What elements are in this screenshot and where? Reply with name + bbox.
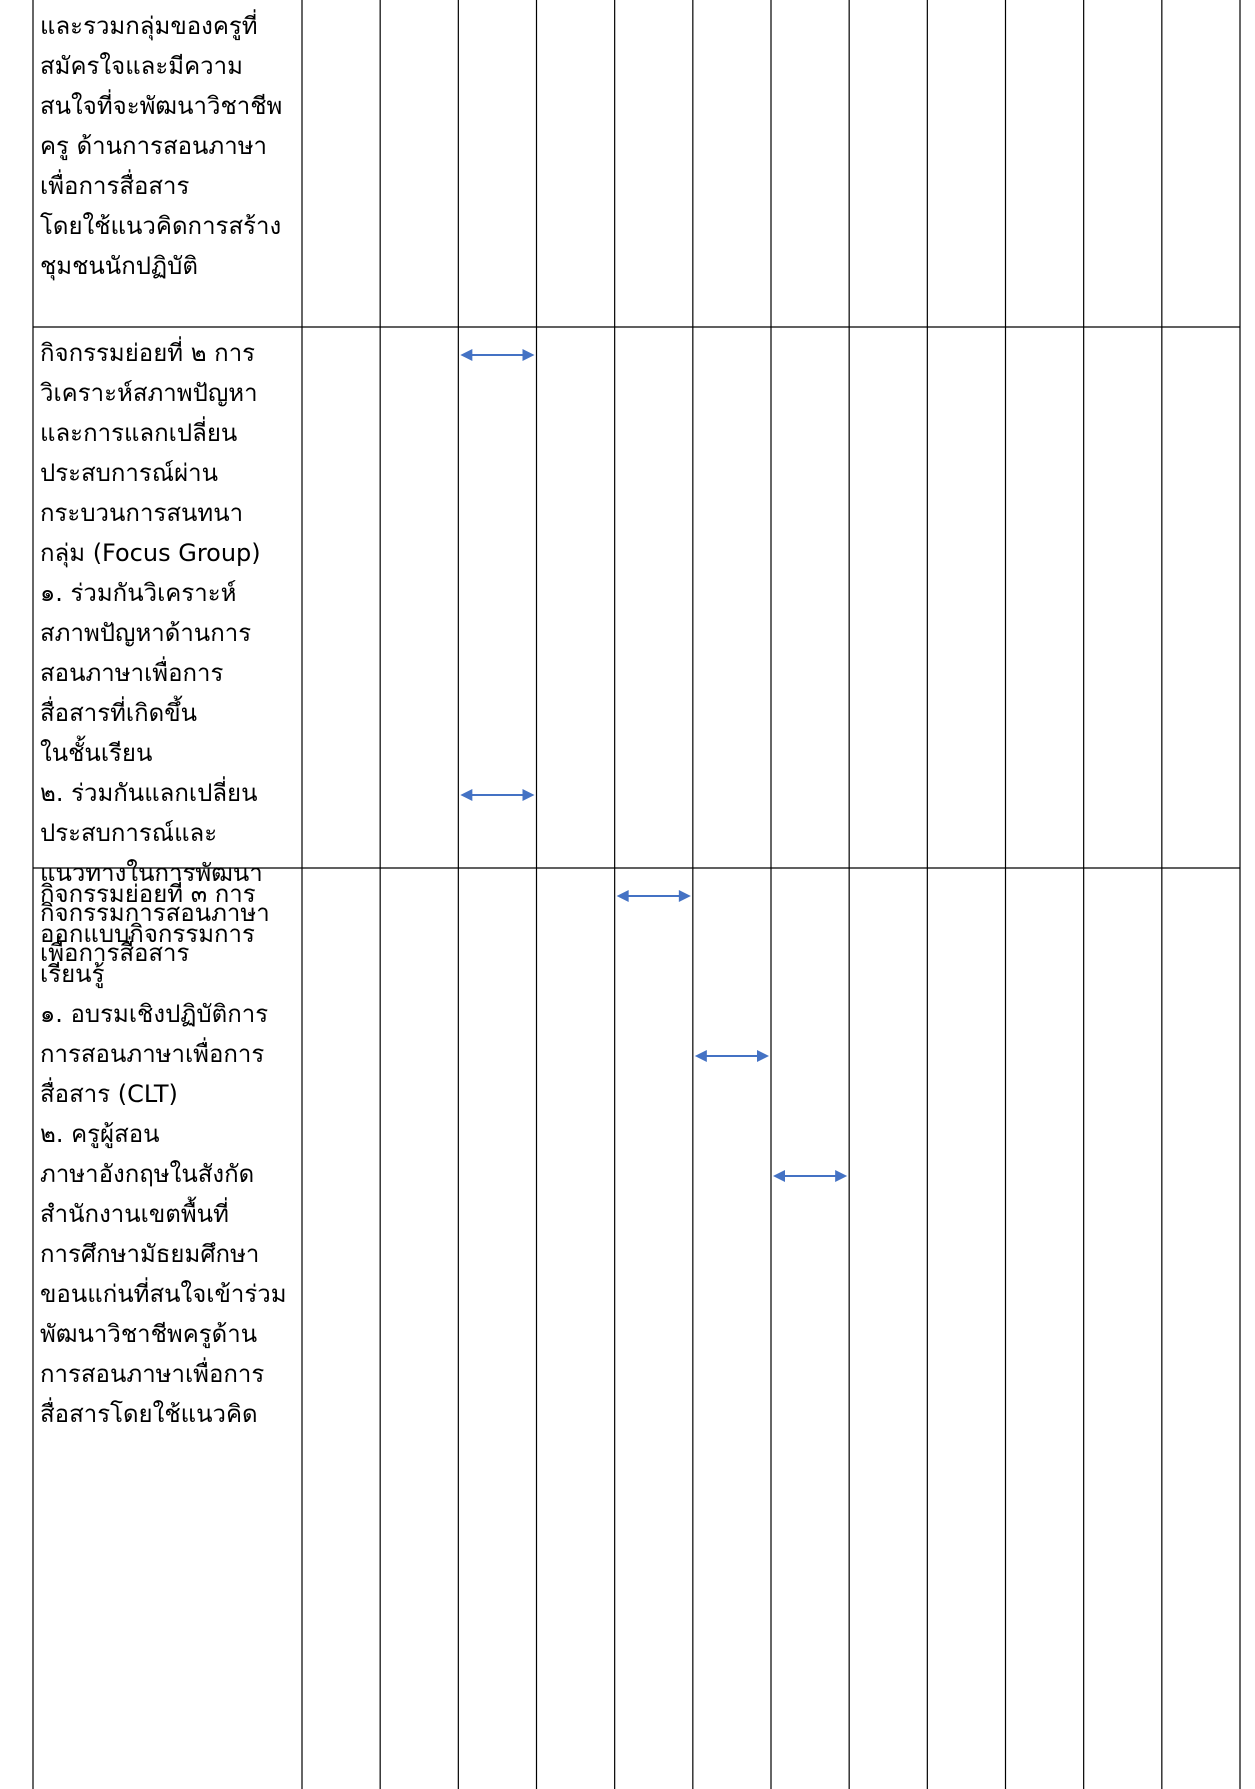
activity-text-line: กลุ่ม (Focus Group): [40, 539, 261, 567]
activity-text-line: การศึกษามัธยมศึกษา: [40, 1240, 260, 1268]
timeline-arrow: [694, 1050, 769, 1062]
activity-text-line: สอนภาษาเพื่อการ: [40, 659, 224, 687]
activity-text-line: เพื่อการสื่อสาร: [40, 172, 190, 200]
activity-text-line: ขอนแก่นที่สนใจเข้าร่วม: [40, 1280, 287, 1308]
activity-text-line: ๑. อบรมเชิงปฏิบัติการ: [40, 1000, 269, 1028]
activity-text-line: ๒. ร่วมกันแลกเปลี่ยน: [40, 779, 258, 807]
activity-text-line: สนใจที่จะพัฒนาวิชาชีพ: [40, 92, 283, 120]
activity-text-line: สำนักงานเขตพื้นที่: [40, 1200, 229, 1228]
activity-text-line: ๑. ร่วมกันวิเคราะห์: [40, 579, 237, 607]
activity-text-line: สื่อสาร (CLT): [40, 1080, 178, 1108]
activity-text-line: เรียนรู้: [40, 960, 105, 988]
activity-text-line: ออกแบบกิจกรรมการ: [40, 920, 255, 948]
activity-text-line: ครู ด้านการสอนภาษา: [40, 132, 268, 160]
activity-text-line: เพื่อการสื่อสาร: [40, 939, 190, 967]
activity-text-line: การสอนภาษาเพื่อการ: [40, 1360, 265, 1388]
activity-text-line: ชุมชนนักปฏิบัติ: [40, 252, 198, 280]
activity-text-line: ประสบการณ์ผ่าน: [40, 459, 219, 487]
activity-text-line: และการแลกเปลี่ยน: [40, 419, 238, 447]
activity-text-line: แนวทางในการพัฒนา: [40, 859, 263, 887]
timeline-arrow: [773, 1170, 848, 1182]
activity-text-line: สภาพปัญหาด้านการ: [40, 619, 252, 647]
timeline-arrow: [460, 349, 535, 361]
activity-text-line: และรวมกลุ่มของครูที่: [40, 12, 258, 40]
activity-text-line: กระบวนการสนทนา: [40, 499, 244, 527]
activity-text-line: กิจกรรมย่อยที่ ๓ การ: [40, 880, 256, 908]
activity-text-line: สื่อสารที่เกิดขึ้น: [40, 699, 198, 727]
activity-text-line: สื่อสารโดยใช้แนวคิด: [40, 1400, 258, 1428]
activity-text-line: สมัครใจและมีความ: [40, 52, 243, 80]
activity-text-line: ภาษาอังกฤษในสังกัด: [40, 1160, 255, 1188]
timeline-arrow: [616, 890, 691, 902]
activity-text-line: โดยใช้แนวคิดการสร้าง: [40, 212, 282, 240]
activity-text-line: ๒. ครูผู้สอน: [40, 1120, 160, 1148]
activity-text-line: กิจกรรมการสอนภาษา: [40, 899, 270, 927]
activity-text-line: การสอนภาษาเพื่อการ: [40, 1040, 265, 1068]
activity-text-line: ในชั้นเรียน: [40, 739, 153, 767]
activity-text-line: วิเคราะห์สภาพปัญหา: [40, 379, 258, 407]
activity-text-line: ประสบการณ์และ: [40, 819, 218, 847]
timeline-arrow: [460, 789, 535, 801]
activity-text-line: พัฒนาวิชาชีพครูด้าน: [40, 1320, 258, 1348]
activity-text-line: กิจกรรมย่อยที่ ๒ การ: [40, 339, 256, 367]
